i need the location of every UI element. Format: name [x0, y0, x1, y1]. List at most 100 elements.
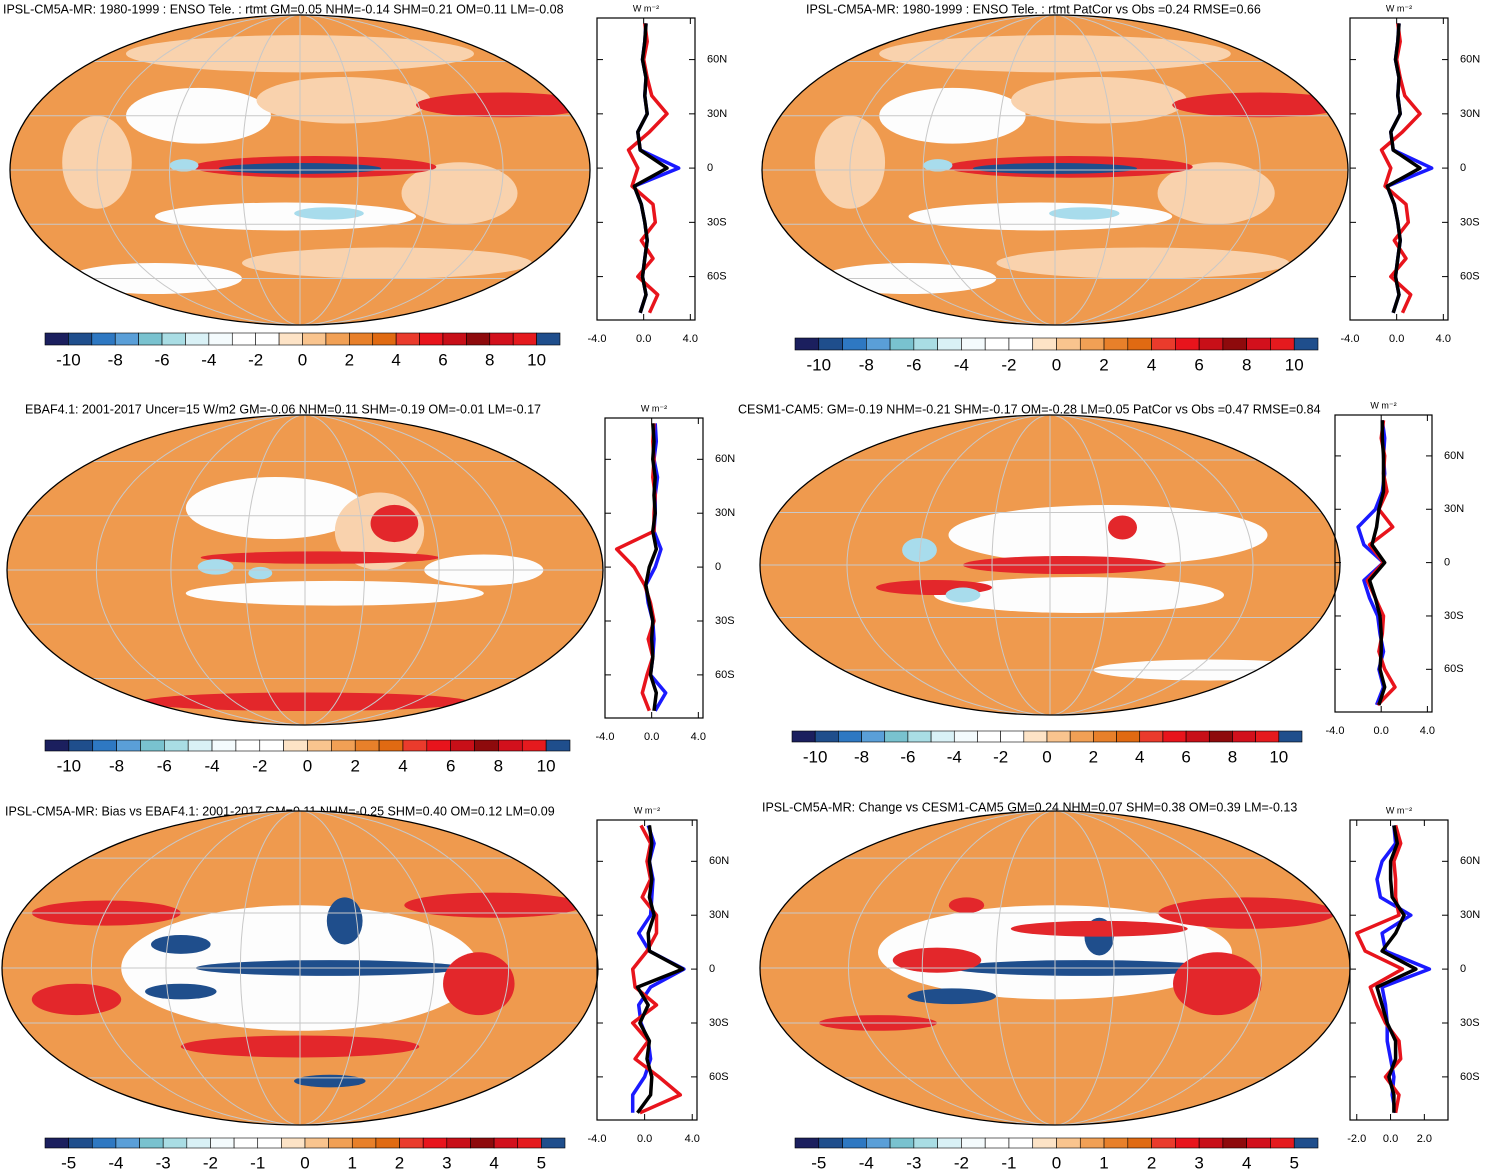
colorbar-box [164, 739, 189, 752]
map-patch [294, 1074, 366, 1088]
colorbar-box [794, 337, 820, 351]
colorbar-box [466, 332, 491, 346]
colorbar-tick-label: 4 [1242, 1153, 1251, 1172]
y-tick-label: 0 [1460, 162, 1466, 174]
colorbar-tick-label: 5 [1289, 1153, 1298, 1172]
colorbar-box [1008, 1137, 1034, 1149]
map-border [759, 414, 1341, 716]
profile-line [1355, 824, 1405, 1114]
colorbar-tick-label: 2 [1099, 355, 1108, 374]
colorbar-box [331, 739, 356, 752]
colorbar-box [325, 332, 350, 346]
colorbar-box [162, 1137, 188, 1149]
map-patch [404, 892, 584, 918]
colorbar-box [512, 332, 537, 346]
colorbar-box [470, 1137, 495, 1149]
colorbar-box [794, 1137, 820, 1149]
colorbar-box [953, 730, 978, 743]
colorbar-tick-label: 4 [391, 350, 400, 369]
colorbar-tick-label: 0 [298, 350, 307, 369]
colorbar-tick-label: -2 [252, 756, 267, 775]
colorbar-box [1008, 337, 1034, 351]
map [2, 811, 598, 1125]
colorbar-box [866, 337, 891, 351]
colorbar-box [68, 1137, 93, 1149]
colorbar-tick-label: 0 [1052, 1153, 1061, 1172]
colorbar-tick-label: 2 [350, 756, 359, 775]
x-tick-label: 4.0 [691, 731, 706, 743]
colorbar-tick-label: 10 [537, 756, 556, 775]
map-patch [945, 587, 981, 603]
profile-line [632, 23, 669, 314]
colorbar-tick-label: -1 [1001, 1153, 1016, 1172]
colorbar-box [866, 1137, 891, 1149]
colorbar-box [68, 739, 94, 752]
colorbar-tick-label: -5 [61, 1153, 76, 1172]
map-patch [902, 538, 937, 562]
colorbar-box [913, 337, 938, 351]
y-tick-label: 30S [715, 615, 735, 627]
colorbar-box [349, 332, 374, 346]
map-patch [948, 897, 985, 914]
colorbar-box [138, 332, 163, 346]
profile-line [1375, 825, 1418, 1113]
colorbar-box [1103, 1137, 1129, 1149]
profile-line [644, 423, 659, 712]
colorbar-box [375, 1137, 400, 1149]
colorbar-box [1116, 730, 1141, 743]
y-tick-label: 30N [1460, 108, 1480, 120]
colorbar-box [44, 739, 70, 752]
colorbar-box [930, 730, 955, 743]
y-tick-label: 60S [1460, 1071, 1480, 1083]
colorbar-box [493, 1137, 519, 1149]
y-tick-label: 30S [1460, 216, 1480, 228]
y-tick-label: 30N [709, 909, 729, 921]
colorbar-tick-label: 1 [1099, 1153, 1108, 1172]
colorbar-box [818, 1137, 843, 1149]
x-tick-label: -4.0 [588, 1133, 607, 1145]
y-tick-label: 60S [715, 669, 735, 681]
colorbar-box [399, 1137, 424, 1149]
colorbar-box [139, 1137, 164, 1149]
profile-unit: W m⁻² [634, 805, 660, 815]
colorbar-box [1151, 337, 1176, 351]
colorbar-tick-label: 6 [1194, 355, 1203, 374]
map-patch [923, 159, 953, 172]
map-border [9, 14, 591, 326]
colorbar-box [259, 739, 284, 752]
colorbar-box [889, 337, 915, 351]
colorbar-box [307, 739, 332, 752]
map-patch [1108, 515, 1137, 540]
colorbar-tick-label: 8 [485, 350, 494, 369]
colorbar-box [937, 1137, 962, 1149]
y-tick-label: 60N [715, 453, 735, 465]
colorbar-tick-label: -10 [803, 747, 828, 766]
colorbar-box [304, 1137, 329, 1149]
profile-unit: W m⁻² [1386, 805, 1412, 815]
map-patch [151, 935, 211, 954]
profile-unit: W m⁻² [633, 3, 659, 13]
colorbar-tick-label: 10 [1269, 747, 1288, 766]
colorbar-box [1103, 337, 1129, 351]
meridian [90, 811, 510, 1125]
colorbar-box [92, 739, 117, 752]
map-patch [1172, 92, 1348, 118]
colorbar-box [255, 332, 280, 346]
colorbar-box [395, 332, 420, 346]
colorbar-box [211, 739, 237, 752]
map-patch [908, 202, 1173, 231]
meridian [922, 15, 1188, 325]
map-patch [892, 947, 982, 973]
colorbar-tick-label: 2 [345, 350, 354, 369]
y-tick-label: 60S [709, 1071, 729, 1083]
colorbar-box [1023, 730, 1048, 743]
panel-title: IPSL-CM5A-MR: 1980-1999 : ENSO Tele. : r… [806, 2, 1261, 16]
colorbar-box [1093, 730, 1117, 743]
map-patch [248, 566, 273, 580]
colorbar-box [1185, 730, 1210, 743]
y-tick-label: 0 [715, 561, 721, 573]
colorbar-box [426, 739, 451, 752]
colorbar-box [1139, 730, 1164, 743]
x-tick-label: -4.0 [588, 333, 607, 345]
colorbar-tick-label: -2 [248, 350, 263, 369]
